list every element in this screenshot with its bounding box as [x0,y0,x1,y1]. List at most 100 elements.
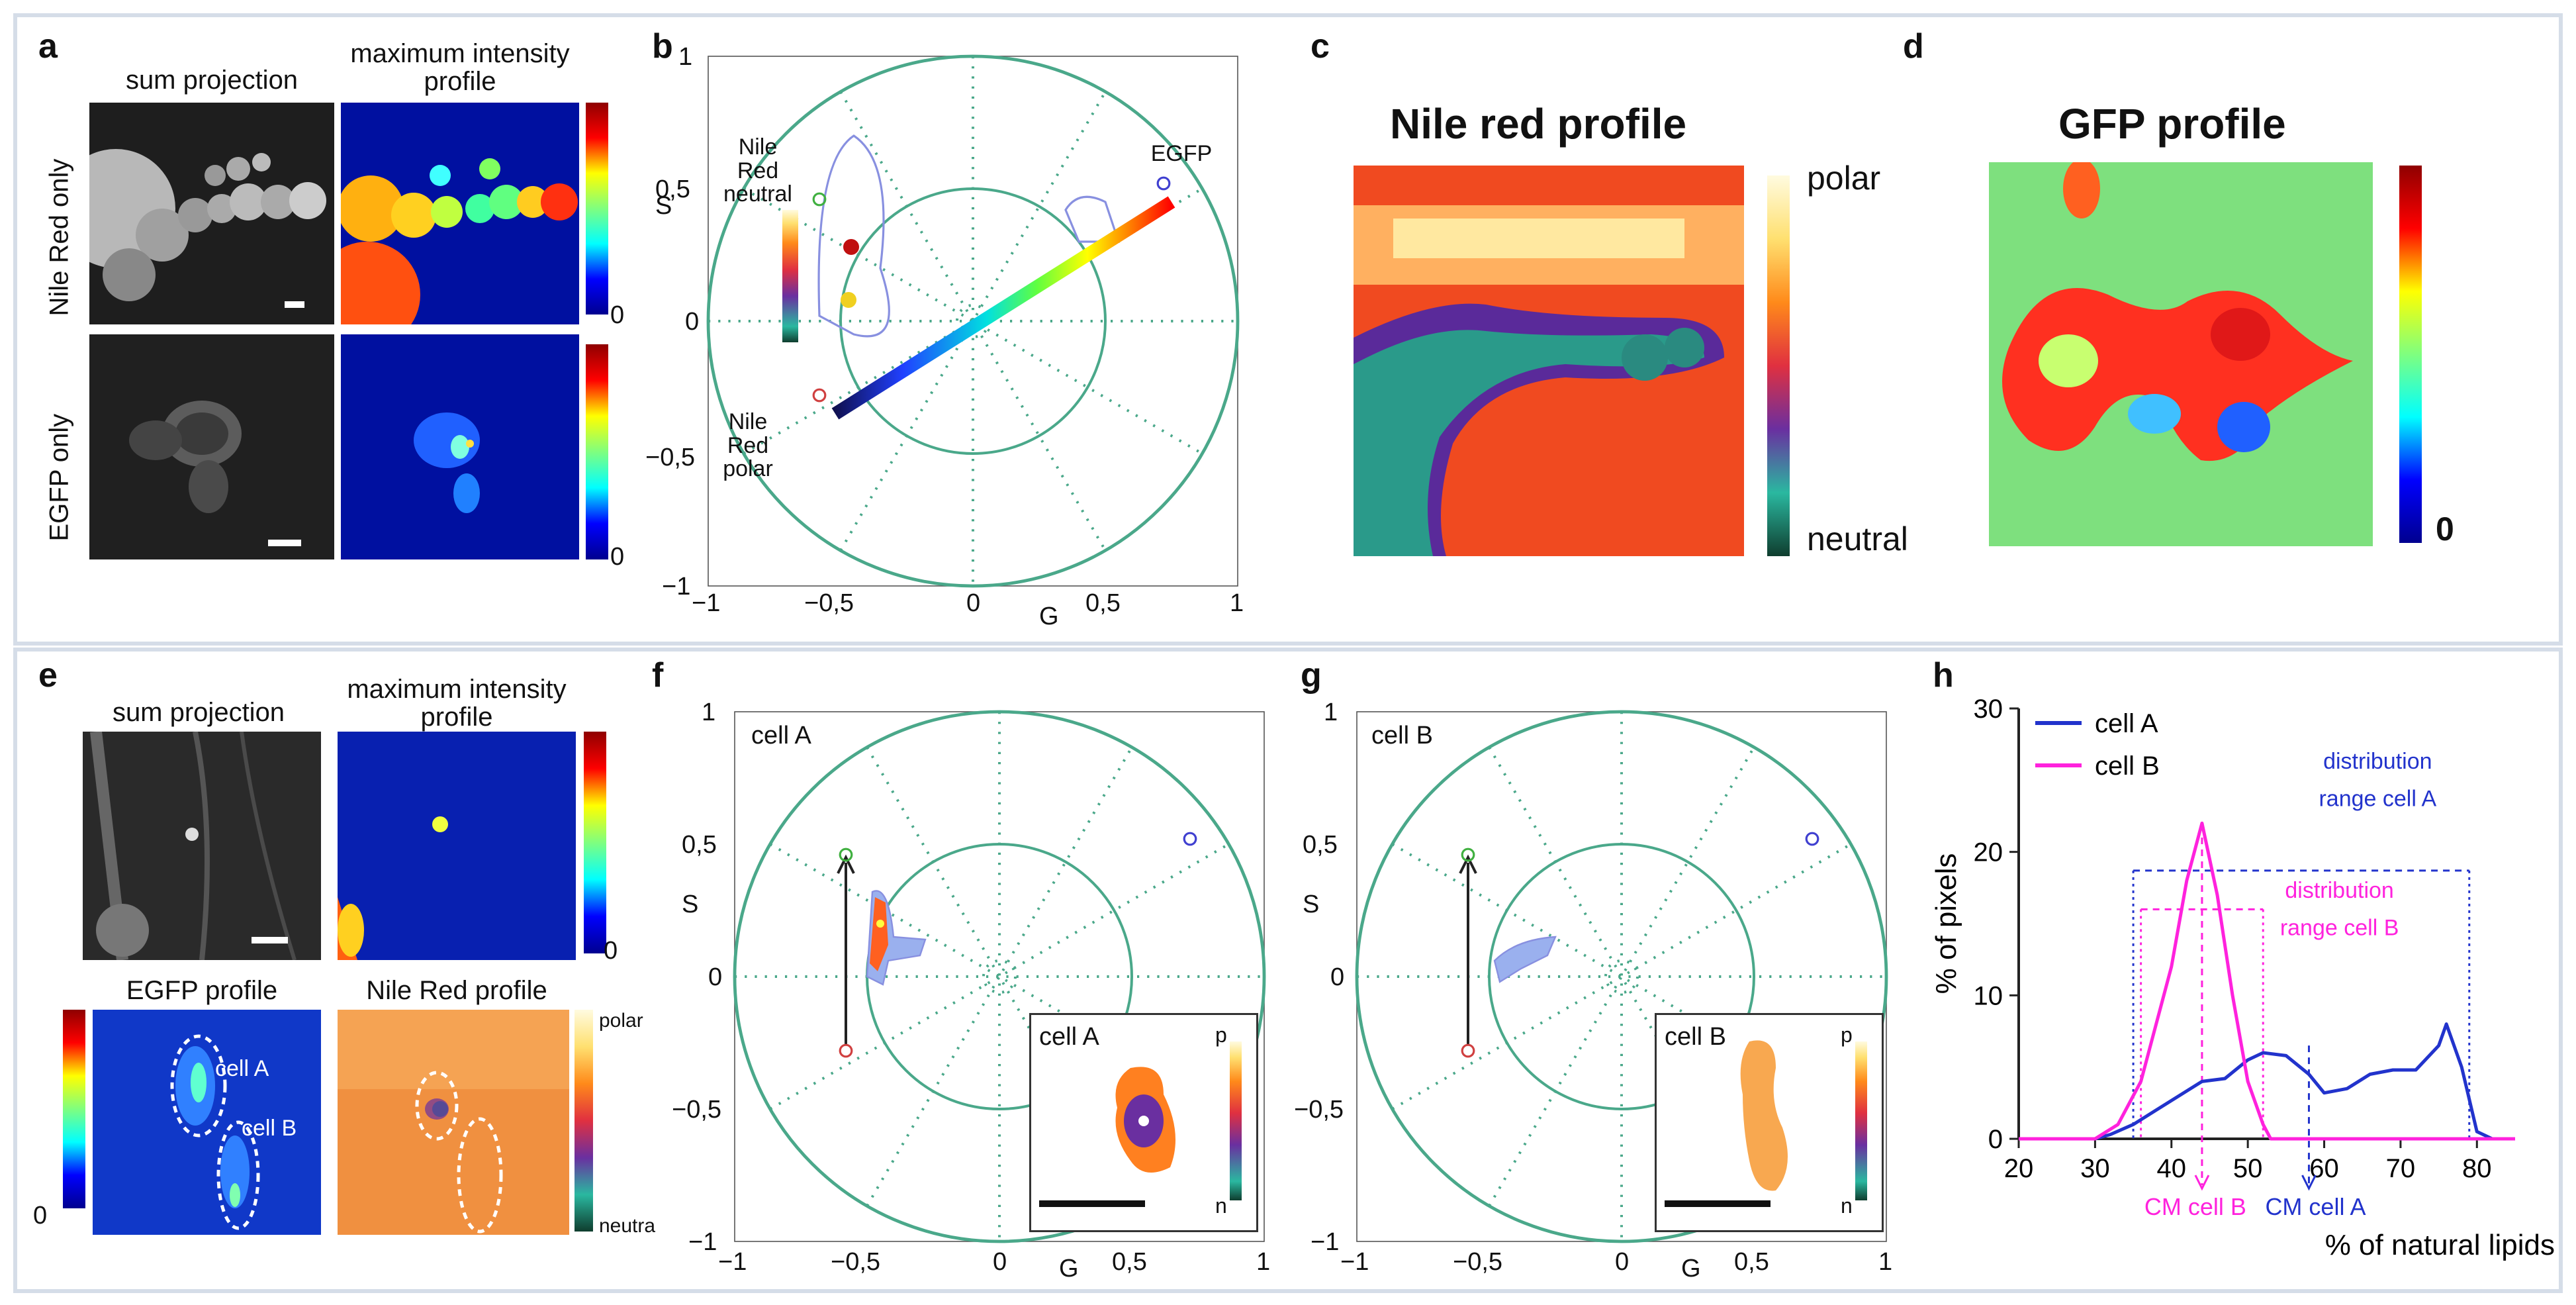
panel-e-nile-red-cbar-neutral: neutra [599,1215,656,1237]
panel-g-ytick-5: −1 [1311,1228,1340,1256]
panel-e-nile-red-colorbar [575,1010,593,1232]
panel-a-label: a [38,27,58,66]
panel-e-nile-red-cbar-polar: polar [599,1010,643,1032]
egfp-cell-a-label: cell A [215,1056,269,1081]
x-tick-label: 50 [2233,1154,2263,1183]
nile-red-droplets [89,149,326,301]
panel-e-egfp-cbar-zero: 0 [33,1202,48,1230]
gfp-profile-image [1989,162,2373,546]
panel-c-colorbar [1767,175,1790,556]
panel-e-col2-title: maximum intensity profile [347,675,567,732]
panel-a-col1-title: sum projection [125,66,299,95]
cells-sum-texture [90,732,297,960]
nile-red-polar-label: Nile Red polar [723,409,773,482]
x-tick-label: 40 [2157,1154,2187,1183]
panel-b-label: b [652,27,673,66]
range-cell-a-text-2: range cell A [2319,786,2436,811]
cm-cell-b-label: CM cell B [2144,1193,2246,1220]
egfp-max-cells [414,412,480,513]
panel-a-cbar1-zero: 0 [610,301,625,329]
cell-b-inset-image [1665,1040,1867,1207]
panel-f-ylabel: S [682,891,699,918]
y-tick-label: 0 [1988,1125,2003,1154]
cells-nile-red-profile-image [338,1010,569,1235]
panel-f-ytick-1: 1 [702,699,716,726]
panel-f-label: f [652,656,664,695]
panel-f-title: cell A [751,722,811,749]
nile-red-sum-projection-image [89,103,334,324]
panel-c-cbar-polar: polar [1807,160,1881,197]
nile-red-max-intensity-image [341,103,579,324]
panel-f-xtick-3: 0 [993,1248,1007,1276]
cell-a-inset-image [1039,1041,1242,1207]
panel-h-label: h [1933,656,1954,695]
series-line-cell-a [2019,1022,2515,1141]
panel-g-xlabel: G [1681,1255,1701,1282]
panel-g-ylabel: S [1303,891,1320,918]
panel-b-xtick-5: 1 [1230,589,1244,617]
panel-b-ytick-4: −0,5 [645,444,696,471]
panel-f-xtick-1: −1 [718,1248,747,1276]
panel-e-label: e [38,656,58,695]
panel-g-xtick-1: −1 [1340,1248,1369,1276]
panel-g-ytick-3: 0 [1330,963,1345,991]
panel-d-title: GFP profile [2058,100,2286,148]
panel-g-title: cell B [1371,722,1433,749]
panel-b-xtick-2: −0,5 [804,589,854,617]
panel-g-ytick-1: 1 [1324,699,1338,726]
panel-g-xtick-2: −0,5 [1453,1248,1503,1276]
panel-b-xlabel: G [1039,603,1059,630]
panel-d-colorbar [2399,166,2422,543]
nile-red-profile-image [1354,166,1744,556]
egfp-cells [129,401,242,513]
nile-red-polar-marker [812,388,827,403]
panel-f-phasor-plot [733,710,1266,1243]
scale-bar [268,540,301,546]
cm-cell-b-arrow [2194,1175,2210,1191]
cells-max-intensity-image [338,732,576,960]
gfp-profile-map [1989,162,2373,546]
cells-max-texture [338,732,576,960]
panel-e-cbar1-zero: 0 [604,937,618,965]
phasor-colorbar [782,210,798,342]
x-axis-title: % of natural lipids [2325,1229,2555,1261]
y-tick-label: 30 [1974,695,2003,724]
panel-b-ytick-3: 0 [685,308,700,336]
panel-g-inset-n: n [1841,1194,1853,1218]
cm-cell-a-arrow [2301,1175,2317,1191]
panel-f-xtick-4: 0,5 [1112,1248,1147,1276]
egfp-marker [1156,176,1171,191]
nile-red-profile-map [1354,166,1744,556]
panel-g-xtick-3: 0 [1615,1248,1630,1276]
panel-b-phasor-plot [706,54,1240,588]
panel-b-ylabel: S [655,192,672,220]
panel-f-ytick-5: −1 [688,1228,717,1256]
panel-b-xtick-3: 0 [966,589,981,617]
panel-c-label: c [1311,27,1330,66]
y-tick-label: 20 [1974,838,2003,867]
panel-f-xtick-2: −0,5 [831,1248,881,1276]
nile-red-neutral-marker [812,192,827,207]
x-tick-label: 80 [2462,1154,2492,1183]
legend-label: cell B [2095,751,2160,781]
x-tick-label: 70 [2386,1154,2416,1183]
cells-sum-projection-image [83,732,321,960]
cells-nile-red-profile-map [338,1010,569,1235]
panel-d-cbar-zero: 0 [2436,510,2454,548]
panel-g-ytick-2: 0,5 [1303,831,1338,859]
panel-f-ytick-3: 0 [708,963,723,991]
scale-bar [285,301,304,308]
panel-b-ytick-5: −1 [662,573,691,601]
cm-cell-a-label: CM cell A [2265,1193,2366,1220]
egfp-label: EGFP [1150,141,1213,166]
panel-e-egfp-colorbar [63,1010,85,1208]
panel-c-title: Nile red profile [1390,100,1687,148]
x-tick-label: 30 [2080,1154,2110,1183]
range-cell-a-text-1: distribution [2323,749,2432,774]
panel-g-inset: cell B p n [1655,1013,1884,1232]
egfp-max-intensity-image [341,334,579,559]
range-cell-b-text-1: distribution [2285,878,2393,903]
panel-g-inset-p: p [1841,1023,1853,1047]
panel-f-xtick-5: 1 [1256,1248,1271,1276]
